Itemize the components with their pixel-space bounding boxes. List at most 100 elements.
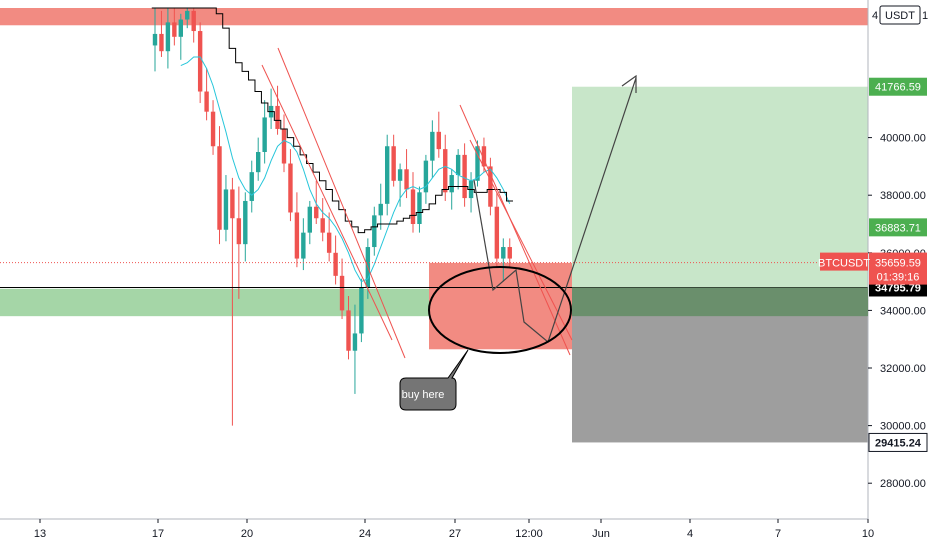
symbol-tag: [820, 252, 868, 271]
candle-body: [178, 19, 183, 37]
buy-zone-ellipse: [428, 266, 572, 354]
candle-body: [301, 232, 306, 259]
time-tick-label: Jun: [592, 528, 610, 540]
price-tick-label: 38000.00: [880, 190, 926, 202]
price-tag-stop: [868, 432, 928, 452]
candle-body: [243, 200, 248, 245]
candle-body: [481, 146, 487, 167]
candle-body: [281, 128, 287, 164]
candle-body: [359, 287, 364, 334]
symbol-tag-text: BTCUSDT: [818, 258, 870, 270]
candle-body: [417, 192, 422, 224]
price-axis-labels: 41766.59 36883.71 34795.79 29415.24 35659.59…: [818, 77, 928, 452]
candle-body: [249, 172, 254, 201]
candle-body: [443, 149, 448, 193]
downtrend-channel-left: [261, 47, 406, 359]
candle-body: [372, 215, 377, 248]
price-tag-target: [869, 77, 927, 96]
price-tick-label: 32000.00: [880, 363, 926, 375]
current-price-value: 35659.59: [875, 258, 921, 270]
candle-body: [352, 333, 358, 351]
price-tag-stop-text: 29415.24: [875, 437, 922, 449]
candle-body: [185, 10, 190, 20]
candle-body: [507, 247, 512, 259]
candle-body: [397, 169, 403, 181]
downtrend-channel-right: [459, 104, 573, 356]
candle-body: [385, 146, 390, 204]
time-tick-label: 10: [862, 528, 874, 540]
candle-body: [217, 146, 222, 230]
candle-body: [436, 131, 441, 150]
candle-body: [230, 189, 235, 219]
buy-zone-rectangle: [429, 262, 572, 350]
candle-body: [326, 232, 332, 253]
svg-text:1: 1: [922, 10, 928, 22]
candle-body: [159, 33, 164, 52]
candle-body: [262, 117, 267, 152]
candle-body: [223, 189, 229, 230]
time-tick-label: 20: [241, 528, 253, 540]
candle-body: [501, 247, 506, 259]
time-tick-label: 24: [359, 528, 371, 540]
time-tick-label: 4: [687, 528, 693, 540]
resistance-band: [0, 8, 868, 26]
candle-body: [294, 212, 300, 259]
price-tick-label: 28000.00: [880, 478, 926, 490]
candle-body: [391, 146, 396, 181]
candle-body: [172, 22, 177, 37]
candle-body: [462, 154, 467, 199]
time-tick-label: 12:00: [515, 528, 543, 540]
candle-body: [494, 206, 500, 259]
candle-body: [404, 169, 409, 190]
candle-body: [210, 111, 216, 147]
candle-body: [275, 105, 280, 129]
price-tag-level2: [869, 218, 927, 237]
candle-body: [423, 160, 429, 193]
price-projection-path: [473, 77, 637, 344]
time-tick-label: 7: [775, 528, 781, 540]
candle-body: [333, 252, 338, 276]
price-axis-top-marks: 4 1: [872, 10, 928, 22]
moving-average-line: [180, 56, 511, 283]
candle-body: [236, 218, 242, 245]
candlestick-series: [152, 8, 512, 426]
price-tag-level2-text: 36883.71: [875, 222, 921, 234]
price-tick-label: 30000.00: [880, 421, 926, 433]
current-price-tag: [869, 252, 927, 285]
price-tick-label: 40000.00: [880, 133, 926, 145]
candle-body: [191, 10, 196, 32]
candle-body: [378, 203, 383, 216]
svg-text:4: 4: [872, 10, 878, 22]
candle-body: [320, 218, 325, 233]
candle-body: [314, 206, 319, 219]
time-tick-label: 17: [152, 528, 164, 540]
support-stop-overlap: [572, 287, 868, 317]
candle-body: [339, 275, 345, 311]
candle-body: [152, 33, 158, 46]
price-tick-label: 34000.00: [880, 305, 926, 317]
candle-body: [204, 91, 209, 112]
time-tick-label: 13: [34, 528, 46, 540]
price-tag-entry-text: 34795.79: [875, 282, 921, 294]
time-tick-label: 27: [449, 528, 461, 540]
candle-body: [449, 175, 454, 193]
time-axis-ticks: 13 17 20 24 27 12:00 Jun 4 7 10: [34, 519, 874, 540]
buy-here-callout[interactable]: buy here: [399, 349, 469, 411]
candle-body: [475, 146, 480, 181]
currency-selector[interactable]: USDT: [879, 5, 921, 25]
candle-body: [307, 206, 312, 233]
candle-body: [346, 310, 351, 351]
callout-text: buy here: [402, 389, 445, 401]
candle-body: [197, 31, 203, 92]
candle-body: [455, 154, 461, 176]
price-tag-target-text: 41766.59: [875, 82, 921, 94]
candle-body: [288, 163, 293, 213]
step-indicator-line: [151, 7, 513, 234]
candle-body: [488, 166, 493, 207]
projection-arrow-head: [621, 74, 637, 93]
candle-body: [430, 131, 435, 161]
current-price-countdown: 01:39:16: [877, 272, 920, 284]
candle-body: [410, 189, 416, 224]
candle-body: [165, 22, 171, 52]
